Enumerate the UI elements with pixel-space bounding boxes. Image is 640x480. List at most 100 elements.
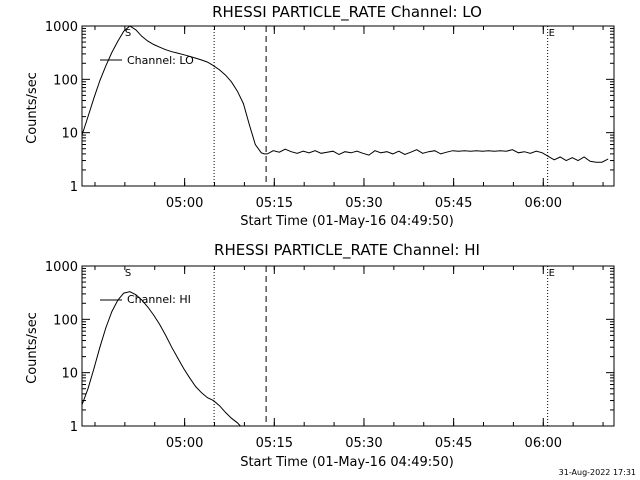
data-point — [296, 153, 298, 154]
panel-hi: RHESSI PARTICLE_RATE Channel: HI Start T… — [25, 241, 615, 470]
data-point — [350, 152, 352, 154]
x-tick-label: 05:00 — [166, 196, 203, 211]
data-point — [536, 150, 537, 152]
data-point — [404, 154, 406, 155]
data-point — [284, 148, 286, 150]
data-point — [129, 25, 131, 27]
data-point — [159, 46, 160, 48]
data-point — [314, 150, 316, 151]
data-point — [87, 388, 89, 390]
x-tick-label: 05:30 — [345, 436, 382, 451]
data-point — [219, 69, 220, 71]
data-point — [524, 151, 525, 152]
data-point — [416, 149, 418, 150]
data-point — [240, 425, 241, 427]
data-point — [207, 61, 208, 63]
data-point — [261, 152, 262, 154]
data-point — [374, 150, 376, 151]
data-point — [135, 29, 137, 31]
data-point — [81, 134, 83, 136]
data-point — [482, 150, 483, 152]
data-point — [141, 299, 143, 301]
data-point — [518, 152, 519, 154]
x-tick-label: 05:15 — [256, 436, 293, 451]
data-point — [571, 157, 573, 158]
data-point — [273, 150, 274, 151]
data-point — [123, 292, 125, 294]
data-point — [249, 124, 250, 126]
data-point — [583, 156, 585, 158]
data-point — [231, 417, 232, 419]
series-line-hi — [81, 291, 241, 427]
data-point — [440, 153, 442, 155]
data-point — [500, 150, 501, 151]
data-point — [506, 150, 507, 152]
y-tick-label: 100 — [53, 73, 78, 88]
data-point — [207, 397, 208, 399]
data-point — [267, 153, 268, 155]
data-point — [559, 156, 561, 158]
y-axis-label-hi: Counts/sec — [25, 312, 40, 384]
x-tick-label: 05:30 — [345, 196, 382, 211]
data-point — [542, 152, 543, 154]
data-point — [201, 59, 202, 61]
data-point — [601, 161, 603, 163]
data-point — [470, 150, 471, 152]
data-point — [237, 422, 238, 424]
data-point — [135, 294, 137, 296]
y-tick-label: 1000 — [45, 260, 78, 275]
data-point — [464, 150, 465, 151]
data-point — [117, 299, 119, 301]
y-tick-label: 1 — [70, 420, 78, 435]
data-point — [123, 30, 125, 32]
data-point — [398, 150, 400, 152]
data-point — [117, 40, 119, 42]
data-point — [255, 144, 256, 145]
data-point — [290, 151, 292, 152]
data-point — [326, 151, 328, 153]
y-tick-label: 10 — [61, 367, 78, 382]
data-point — [93, 368, 95, 369]
data-point — [264, 153, 265, 155]
data-point — [177, 52, 178, 54]
data-point — [189, 56, 190, 57]
data-point — [577, 160, 579, 161]
data-point — [81, 404, 83, 406]
data-point — [338, 154, 340, 155]
chart-title-lo: RHESSI PARTICLE_RATE Channel: LO — [212, 3, 482, 22]
data-point — [225, 74, 226, 76]
data-point — [165, 335, 166, 336]
x-axis-label-lo: Start Time (01-May-16 04:49:50) — [240, 214, 454, 229]
marker-s: S — [125, 28, 131, 39]
data-point — [93, 97, 95, 99]
data-point — [213, 65, 214, 66]
data-point — [243, 103, 244, 104]
marker-e: E — [549, 268, 555, 279]
data-point — [565, 160, 567, 161]
data-point — [368, 154, 370, 156]
data-point — [141, 36, 143, 37]
data-point — [476, 150, 477, 151]
x-tick-label: 05:15 — [256, 196, 293, 211]
data-point — [177, 357, 178, 359]
data-point — [147, 306, 149, 308]
x-tick-label: 05:45 — [435, 196, 472, 211]
data-point — [458, 150, 459, 152]
marker-s: S — [125, 268, 131, 279]
data-point — [410, 151, 412, 153]
data-point — [530, 153, 531, 154]
data-point — [171, 346, 172, 348]
data-point — [553, 159, 555, 161]
y-tick-label: 1000 — [45, 20, 78, 35]
y-tick-label: 1 — [70, 180, 78, 195]
data-point — [225, 412, 226, 413]
data-point — [153, 314, 154, 316]
data-point — [422, 153, 424, 154]
data-point — [213, 400, 214, 401]
data-point — [428, 151, 430, 152]
legend-label-lo: Channel: LO — [127, 54, 194, 67]
data-point — [183, 54, 184, 55]
panel-lo: RHESSI PARTICLE_RATE Channel: LO Start T… — [25, 3, 615, 229]
